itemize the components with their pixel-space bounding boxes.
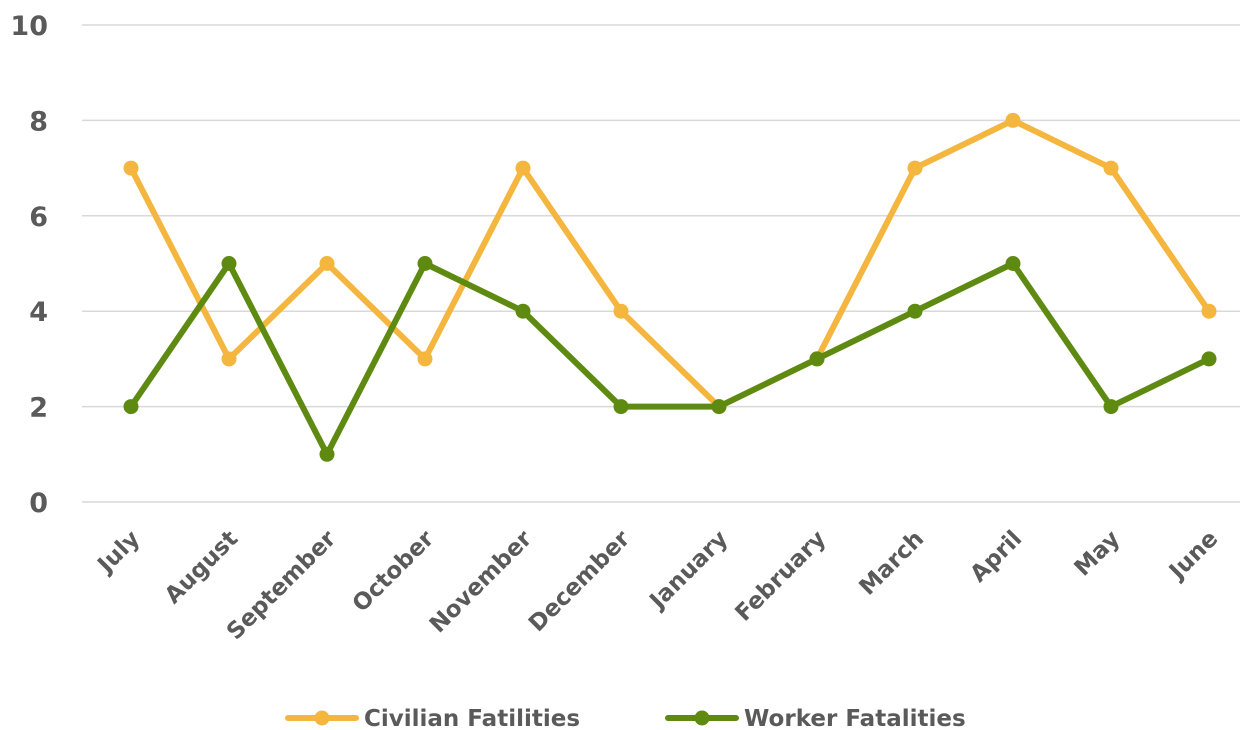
data-point [515,303,531,319]
y-tick-label: 8 [29,106,48,137]
data-point [1201,351,1217,367]
legend-item: Civilian Fatilities [285,706,580,730]
series-line [128,260,1212,458]
y-tick-label: 2 [29,393,48,424]
data-point [1103,399,1119,415]
data-point [809,351,825,367]
y-tick-label: 6 [29,202,48,233]
series-1 [123,112,1217,415]
data-point [711,399,727,415]
data-point [907,303,923,319]
data-point [123,160,139,176]
x-tick-label: July [92,526,146,580]
data-point [907,160,923,176]
data-point [417,256,433,271]
data-point [1103,160,1119,176]
y-tick-label: 4 [29,297,48,328]
data-point [1005,256,1021,271]
x-tick-label: November [425,525,538,638]
y-tick-label: 0 [29,488,48,519]
legend-item: Worker Fatalities [665,706,966,730]
gridlines [82,24,1240,503]
legend-label: Civilian Fatilities [364,706,580,730]
data-point [613,399,629,415]
data-point [1005,112,1021,128]
data-point [515,160,531,176]
x-tick-label: May [1070,526,1126,582]
x-tick-label: April [965,526,1027,588]
series-lines [123,112,1217,462]
legend: Civilian Fatilities Worker Fatalities [285,706,966,730]
data-point [221,351,237,367]
data-point [613,303,629,319]
data-point [319,256,335,271]
legend-label: Worker Fatalities [744,706,966,730]
x-tick-label: June [1163,526,1223,586]
x-tick-label: August [160,526,243,609]
y-axis-ticks: 0 2 4 6 8 10 [10,11,48,519]
x-tick-label: October [348,525,440,617]
series-line [128,117,1212,410]
data-point [1201,303,1217,319]
legend-swatch-marker [314,710,330,726]
legend-swatch-marker [694,710,710,726]
x-tick-label: January [644,526,734,616]
x-tick-label: February [731,526,832,627]
data-point [319,446,335,462]
data-point [417,351,433,367]
y-tick-label: 10 [10,11,48,42]
data-point [221,256,237,271]
data-point [123,399,139,415]
x-tick-label: December [524,525,636,637]
series-2 [123,256,1217,462]
x-tick-label: March [854,526,929,601]
